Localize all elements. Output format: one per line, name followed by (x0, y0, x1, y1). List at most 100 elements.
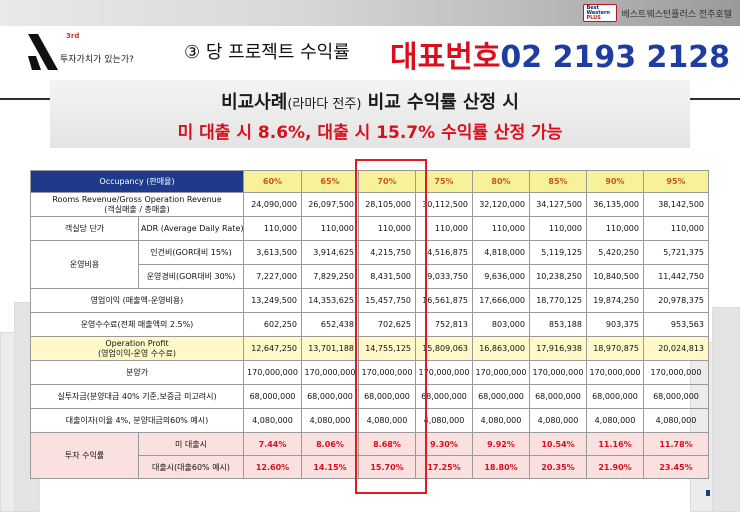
table-cell: 14.15% (301, 455, 359, 479)
table-cell: 15.70% (358, 455, 416, 479)
table-cell: 4,818,000 (472, 240, 530, 265)
table-footer-mark (706, 490, 710, 496)
row-label: 인건비(GOR대비 15%) (138, 240, 244, 265)
table-cell: 12.60% (243, 455, 302, 479)
table-cell: 19,874,250 (586, 288, 644, 313)
occupancy-cell: 80% (472, 170, 530, 193)
table-cell: 110,000 (472, 216, 530, 241)
table-cell: 30,112,500 (415, 192, 473, 217)
occupancy-cell: 70% (358, 170, 416, 193)
row-label: 대출이자(이율 4%, 분양대금의60% 예시) (30, 408, 244, 433)
table-cell: 8,431,500 (358, 264, 416, 289)
table-cell: 110,000 (358, 216, 416, 241)
table-cell: 13,249,500 (243, 288, 302, 313)
title-part-a: 비교사례 (221, 92, 288, 113)
row-group-label: 객실당 단가 (30, 216, 139, 241)
table-cell: 170,000,000 (529, 360, 587, 385)
table-cell: 12,647,250 (243, 336, 302, 361)
top-banner: Best Western PLUS 베스트웨스턴플러스 전주호텔 (0, 0, 740, 26)
table-cell: 16,561,875 (415, 288, 473, 313)
table-cell: 10,238,250 (529, 264, 587, 289)
row-label-line2: (영업이익-운영 수수료) (98, 348, 176, 358)
row-label: 실투자금(분양대금 40% 기준,보증금 미고려시) (30, 384, 244, 409)
table-cell: 7,227,000 (243, 264, 302, 289)
phone-label: 대표번호 (390, 40, 501, 75)
table-cell: 903,375 (586, 312, 644, 337)
table-cell: 17,666,000 (472, 288, 530, 313)
table-cell: 4,215,750 (358, 240, 416, 265)
table-cell: 23.45% (643, 455, 709, 479)
table-cell: 170,000,000 (586, 360, 644, 385)
table-row: 운영수수료(전체 매출액의 2.5%) 602,250 652,438 702,… (30, 312, 709, 337)
row-label: 분양가 (30, 360, 244, 385)
table-cell: 68,000,000 (415, 384, 473, 409)
table-cell: 15,457,750 (358, 288, 416, 313)
table-cell: 110,000 (586, 216, 644, 241)
table-cell: 26,097,500 (301, 192, 359, 217)
table-cell: 34,127,500 (529, 192, 587, 217)
company-logo-icon (28, 34, 58, 70)
table-cell: 5,119,125 (529, 240, 587, 265)
table-cell: 68,000,000 (301, 384, 359, 409)
occupancy-label: Occupancy (판매율) (30, 170, 244, 193)
table-cell: 11,442,750 (643, 264, 709, 289)
table-cell: 18,770,125 (529, 288, 587, 313)
table-cell: 5,420,250 (586, 240, 644, 265)
table-cell: 11.78% (643, 432, 709, 456)
row-group-label: 투자 수익률 (30, 432, 139, 479)
comparison-title: 비교사례(라마다 전주) 비교 수익률 산정 시 (50, 88, 690, 114)
logo-superscript: 3rd (66, 32, 80, 40)
table-row: Operation Profit (영업이익-운영 수수료) 12,647,25… (30, 336, 709, 361)
table-cell: 17.25% (415, 455, 473, 479)
table-row: 대출시(대출60% 예시) 12.60% 14.15% 15.70% 17.25… (31, 455, 709, 479)
table-cell: 8.68% (358, 432, 416, 456)
table-cell: 8.06% (301, 432, 359, 456)
occupancy-cell: 75% (415, 170, 473, 193)
table-cell: 4,080,000 (472, 408, 530, 433)
section-title: ③ 당 프로젝트 수익률 (184, 42, 350, 63)
table-row: 객실당 단가 ADR (Average Daily Rate) 110,000 … (30, 216, 709, 241)
table-cell: 36,135,000 (586, 192, 644, 217)
table-cell: 4,080,000 (358, 408, 416, 433)
table-cell: 68,000,000 (358, 384, 416, 409)
best-western-logo: Best Western PLUS (583, 4, 618, 22)
table-cell: 3,613,500 (243, 240, 302, 265)
table-cell: 21.90% (586, 455, 644, 479)
table-cell: 4,080,000 (586, 408, 644, 433)
row-label: Rooms Revenue/Gross Operation Revenue (객… (30, 192, 244, 217)
title-band: 비교사례(라마다 전주) 비교 수익률 산정 시 미 대출 시 8.6%, 대출… (50, 80, 690, 148)
table-cell: 68,000,000 (643, 384, 709, 409)
table-cell: 20,978,375 (643, 288, 709, 313)
tagline: 투자가치가 있는가? (60, 55, 134, 65)
table-cell: 68,000,000 (472, 384, 530, 409)
table-cell: 110,000 (243, 216, 302, 241)
table-cell: 4,080,000 (529, 408, 587, 433)
table-cell: 18,970,875 (586, 336, 644, 361)
table-cell: 14,353,625 (301, 288, 359, 313)
table-cell: 9.30% (415, 432, 473, 456)
table-cell: 14,755,125 (358, 336, 416, 361)
title-sub: (라마다 전주) (287, 97, 362, 112)
table-cell: 7.44% (243, 432, 302, 456)
table-cell: 38,142,500 (643, 192, 709, 217)
table-cell: 853,188 (529, 312, 587, 337)
table-cell: 10.54% (529, 432, 587, 456)
row-label: 운영경비(GOR대비 30%) (138, 264, 244, 289)
table-cell: 110,000 (415, 216, 473, 241)
table-cell: 11.16% (586, 432, 644, 456)
phone-number: 02 2193 2128 (500, 40, 731, 75)
row-label: Operation Profit (영업이익-운영 수수료) (30, 336, 244, 361)
table-cell: 28,105,000 (358, 192, 416, 217)
table-cell: 68,000,000 (586, 384, 644, 409)
table-row: 투자 수익률 미 대출시 7.44% 8.06% 8.68% 9.30% 9.9… (30, 432, 709, 479)
table-row: 실투자금(분양대금 40% 기준,보증금 미고려시) 68,000,000 68… (30, 384, 709, 409)
table-row: 대출이자(이율 4%, 분양대금의60% 예시) 4,080,000 4,080… (30, 408, 709, 433)
table-cell: 170,000,000 (243, 360, 302, 385)
row-label-line1: Operation Profit (105, 338, 169, 348)
table-row: Rooms Revenue/Gross Operation Revenue (객… (30, 192, 709, 217)
row-group-label: 운영비용 (30, 240, 139, 289)
table-cell: 13,701,188 (301, 336, 359, 361)
table-cell: 170,000,000 (415, 360, 473, 385)
table-cell: 9.92% (472, 432, 530, 456)
table-cell: 4,080,000 (301, 408, 359, 433)
